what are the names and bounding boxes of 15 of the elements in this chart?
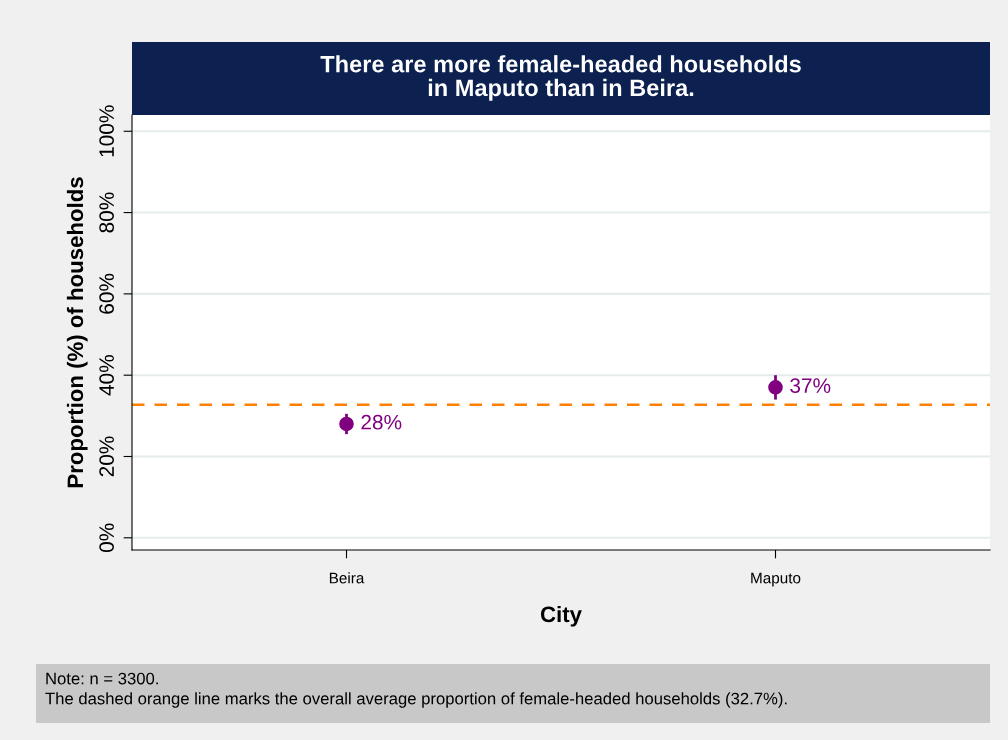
text: Note: n = 3300.: [46, 672, 158, 685]
y-tick-label: 40%: [99, 355, 114, 396]
y-tick-label: 0%: [99, 523, 114, 553]
data-label: 28%: [361, 414, 402, 430]
y-tick-label: 80%: [99, 192, 114, 233]
data-label: 37%: [790, 378, 831, 393]
x-tick-label: Beira: [329, 572, 365, 584]
y-axis-title: Proportion (%) of households: [66, 177, 88, 488]
y-tick-label: 60%: [99, 273, 114, 314]
y-tick-label: 100%: [99, 105, 114, 157]
chart-title: There are more female-headed households in Maputo than in Beira.: [320, 55, 801, 101]
text: The dashed orange line marks the overall average proportion of female-headed households (32.7%).: [45, 692, 787, 708]
x-tick-label: Maputo: [751, 572, 801, 587]
y-tick-label: 20%: [99, 436, 114, 477]
x-axis-title: City: [540, 605, 582, 627]
